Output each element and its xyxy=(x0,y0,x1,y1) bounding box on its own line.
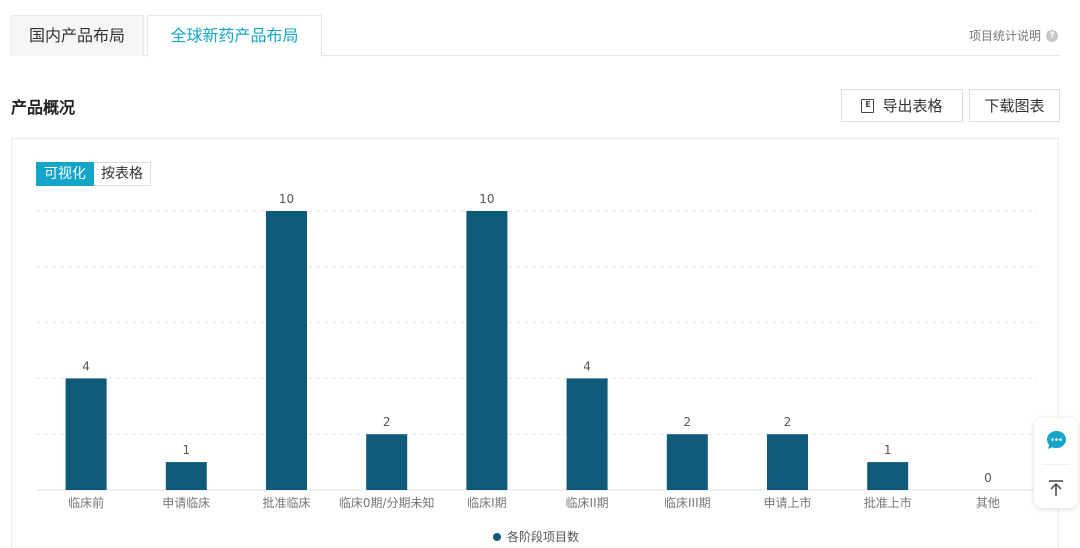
data-label: 1 xyxy=(884,443,892,457)
x-tick-label: 批准上市 xyxy=(864,495,912,510)
download-chart-button[interactable]: 下载图表 xyxy=(969,89,1060,122)
data-label: 2 xyxy=(383,415,391,429)
back-to-top-icon[interactable] xyxy=(1046,478,1066,498)
bar xyxy=(266,211,307,490)
data-label: 4 xyxy=(583,359,591,373)
x-tick-label: 其他 xyxy=(976,496,1000,510)
data-label: 10 xyxy=(279,192,294,206)
bar xyxy=(165,462,207,490)
float-divider xyxy=(1042,464,1070,465)
stats-help-label: 项目统计说明 xyxy=(968,29,1041,43)
bar xyxy=(566,378,608,490)
x-tick-label: 临床II期 xyxy=(566,496,609,510)
data-label: 4 xyxy=(82,359,90,373)
x-tick-label: 申请临床 xyxy=(162,496,210,510)
bar xyxy=(466,211,508,490)
chart-panel: 4 临床前 1 申请临床 10 批准临床 2 临床0期/分期未知 10 临床I期 4 临床II期 2 临床… xyxy=(11,138,1059,548)
toggle-visual[interactable]: 可视化 xyxy=(36,162,94,186)
data-label: 2 xyxy=(784,415,792,429)
tab-domestic[interactable]: 国内产品布局 xyxy=(10,15,144,56)
x-tick-label: 临床III期 xyxy=(664,496,711,510)
stats-help-link[interactable]: 项目统计说明 ? xyxy=(969,27,1058,44)
question-icon[interactable]: ? xyxy=(1046,29,1058,42)
export-table-button[interactable]: E 导出表格 xyxy=(841,89,963,122)
view-toggle: 可视化 按表格 xyxy=(36,162,151,186)
bar xyxy=(65,378,107,490)
excel-icon: E xyxy=(861,98,875,113)
data-label: 2 xyxy=(683,415,691,429)
export-table-label: 导出表格 xyxy=(882,97,943,115)
x-tick-label: 临床0期/分期未知 xyxy=(339,496,435,510)
tab-global[interactable]: 全球新药产品布局 xyxy=(147,15,322,57)
x-tick-label: 临床I期 xyxy=(467,496,507,510)
section-title: 产品概况 xyxy=(11,98,76,117)
toggle-table[interactable]: 按表格 xyxy=(94,162,151,186)
bar xyxy=(867,462,909,490)
x-tick-label: 批准临床 xyxy=(262,495,310,510)
x-tick-label: 申请上市 xyxy=(763,495,811,510)
data-label: 10 xyxy=(479,192,494,206)
data-label: 0 xyxy=(984,471,992,485)
download-chart-label: 下载图表 xyxy=(984,97,1045,115)
data-label: 1 xyxy=(182,443,190,457)
floating-action-bar xyxy=(1034,418,1078,508)
legend-label: 各阶段项目数 xyxy=(507,529,579,544)
x-tick-label: 临床前 xyxy=(68,495,104,510)
legend-marker xyxy=(493,533,501,541)
bar xyxy=(767,434,808,490)
bar xyxy=(366,434,408,490)
product-tabs: 国内产品布局 全球新药产品布局 xyxy=(10,15,1060,57)
bar-chart: 4临床前1申请临床10批准临床2临床0期/分期未知10临床I期4临床II期2临床… xyxy=(36,192,1038,544)
chat-bubble-icon[interactable] xyxy=(1046,430,1067,450)
bar xyxy=(666,434,708,490)
